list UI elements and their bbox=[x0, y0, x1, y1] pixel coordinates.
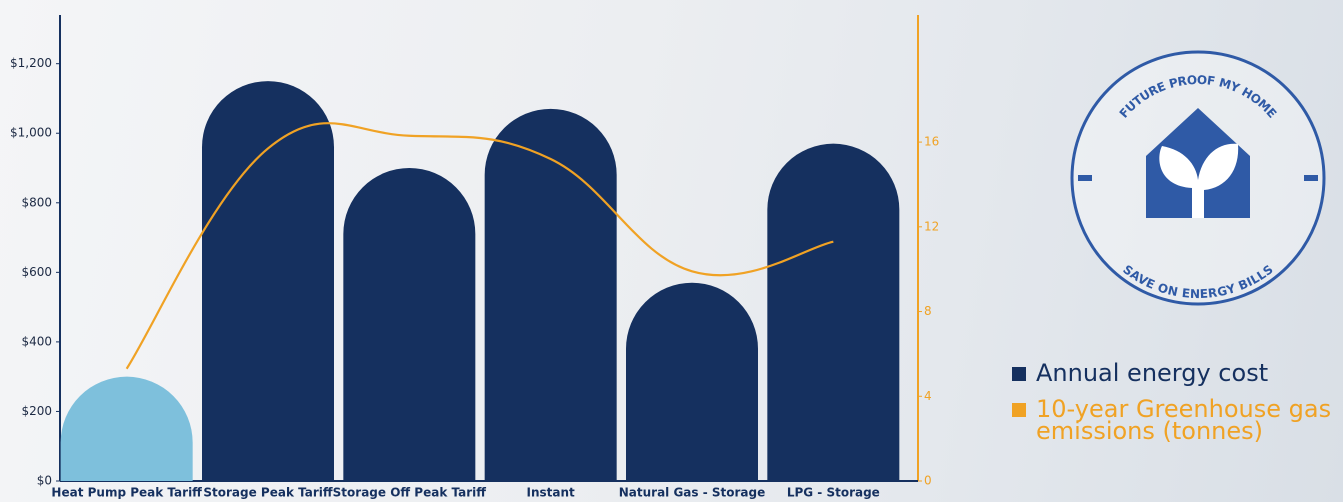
bar bbox=[343, 168, 476, 481]
badge-dash bbox=[1304, 175, 1318, 181]
bar bbox=[202, 81, 334, 481]
x-tick-label: Instant bbox=[527, 486, 576, 500]
y-tick-label: $200 bbox=[21, 404, 52, 418]
x-tick-label: LPG - Storage bbox=[787, 486, 880, 500]
y2-tick-label: 12 bbox=[924, 219, 939, 233]
y-tick-label: $1,200 bbox=[10, 56, 52, 70]
y2-tick-label: 4 bbox=[924, 389, 932, 403]
house-icon bbox=[1146, 108, 1250, 218]
y-tick-label: $800 bbox=[21, 195, 52, 209]
x-tick-label: Natural Gas - Storage bbox=[619, 486, 766, 500]
line bbox=[125, 122, 834, 370]
legend-swatch bbox=[1012, 367, 1026, 381]
y-tick-label: $0 bbox=[37, 474, 52, 488]
legend-swatch bbox=[1012, 403, 1026, 417]
bar bbox=[484, 108, 617, 482]
legend-label: 10-year Greenhouse gas emissions (tonnes… bbox=[1036, 395, 1332, 445]
legend-label: Annual energy cost bbox=[1036, 359, 1269, 387]
x-tick-label: Storage Peak Tariff bbox=[203, 486, 333, 500]
bar bbox=[60, 376, 193, 481]
legend: Annual energy cost 10-year Greenhouse gas… bbox=[1012, 359, 1332, 456]
x-tick-label: Heat Pump Peak Tariff bbox=[51, 486, 202, 500]
y-tick-label: $1,000 bbox=[10, 126, 52, 140]
legend-item: 10-year Greenhouse gas emissions (tonnes… bbox=[1012, 395, 1332, 445]
x-tick-label: Storage Off Peak Tariff bbox=[333, 486, 487, 500]
y-tick-label: $400 bbox=[21, 334, 52, 348]
y2-tick-label: 8 bbox=[924, 304, 932, 318]
y-tick-label: $600 bbox=[21, 265, 52, 279]
badge-dash bbox=[1078, 175, 1092, 181]
y2-tick-label: 0 bbox=[924, 474, 932, 488]
bar bbox=[767, 143, 900, 482]
bar bbox=[626, 282, 758, 481]
legend-item: Annual energy cost bbox=[1012, 359, 1332, 387]
y2-tick-label: 16 bbox=[924, 135, 939, 149]
leaf-icon bbox=[1159, 143, 1239, 218]
